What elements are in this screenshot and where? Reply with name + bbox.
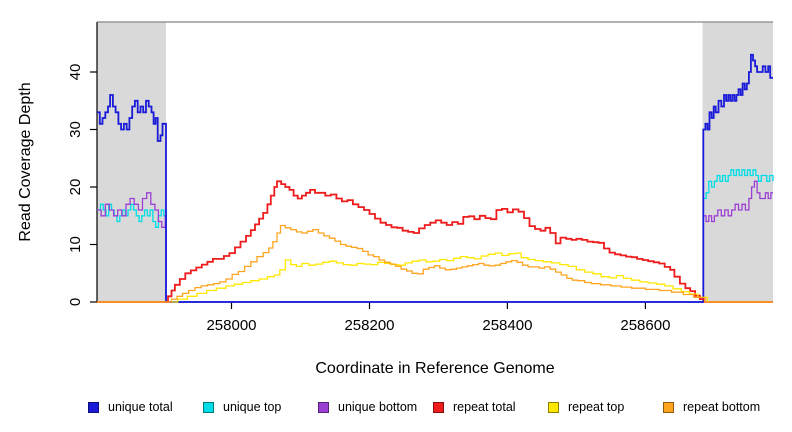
legend-item-repeat-top: repeat top: [548, 400, 663, 414]
legend-item-repeat-total: repeat total: [433, 400, 548, 414]
y-axis-tick-label: 0: [67, 298, 84, 306]
series-line-repeat-total: [97, 180, 773, 303]
chart-legend: unique total unique top unique bottom re…: [88, 400, 778, 414]
legend-swatch-unique-top: [203, 401, 214, 413]
masked-region: [97, 22, 166, 302]
chart-svg: 0 10 20 30 40 258000 258200 258400 258600 Coordin…: [17, 21, 774, 377]
legend-item-unique-total: unique total: [88, 400, 203, 414]
x-axis-tick-label: 258200: [344, 317, 394, 334]
y-axis-tick-label: 30: [67, 121, 84, 138]
masked-region: [702, 22, 773, 302]
series-line-unique-total: [97, 53, 773, 303]
legend-item-unique-bottom: unique bottom: [318, 400, 433, 414]
x-axis-tick-label: 258000: [206, 317, 256, 334]
series-line-unique-top: [97, 169, 774, 303]
series-line-repeat-top: [97, 252, 773, 303]
legend-swatch-repeat-total: [433, 401, 444, 413]
legend-label-unique-bottom: unique bottom: [338, 400, 418, 414]
y-axis-title: Read Coverage Depth: [17, 82, 34, 241]
x-axis-tick-label: 258400: [482, 317, 532, 334]
legend-item-repeat-bottom: repeat bottom: [663, 400, 778, 414]
y-axis-tick-label: 10: [67, 236, 84, 253]
legend-item-unique-top: unique top: [203, 400, 318, 414]
legend-label-repeat-total: repeat total: [453, 400, 516, 414]
x-axis-tick-label: 258600: [620, 317, 670, 334]
legend-swatch-repeat-bottom: [663, 401, 674, 413]
series-line-repeat-bottom: [97, 224, 773, 303]
y-axis-tick-label: 40: [67, 64, 84, 81]
legend-label-repeat-top: repeat top: [568, 400, 625, 414]
legend-label-unique-total: unique total: [108, 400, 173, 414]
legend-swatch-repeat-top: [548, 401, 559, 413]
series-line-unique-bottom: [97, 180, 773, 303]
x-axis-title: Coordinate in Reference Genome: [315, 360, 554, 377]
legend-swatch-unique-bottom: [318, 401, 329, 413]
legend-label-repeat-bottom: repeat bottom: [683, 400, 761, 414]
legend-label-unique-top: unique top: [223, 400, 282, 414]
legend-swatch-unique-total: [88, 401, 99, 413]
y-axis-tick-label: 20: [67, 179, 84, 196]
